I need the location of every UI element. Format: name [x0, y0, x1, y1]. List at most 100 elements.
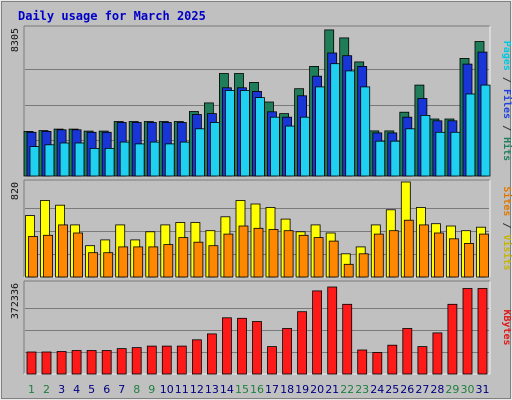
day-label: 21: [325, 383, 339, 396]
bar-kbytes-day-7: [116, 348, 127, 375]
day-label: 11: [175, 383, 189, 396]
day-label: 5: [88, 383, 95, 396]
bar-pages-day-17: [270, 116, 280, 177]
bar-kbytes-day-17: [267, 346, 277, 375]
day-label: 15: [235, 383, 249, 396]
day-label: 29: [445, 383, 459, 396]
legend-part: /: [501, 119, 512, 137]
bar-sites-day-21: [328, 240, 339, 278]
bar-pages-day-11: [179, 141, 190, 177]
bar-kbytes-day-31: [477, 288, 488, 375]
bar-kbytes-day-23: [357, 349, 368, 375]
legend-part: Sites: [501, 186, 512, 216]
day-label: 19: [295, 383, 309, 396]
bar-kbytes-day-1: [26, 351, 37, 375]
bar-sites-day-24: [373, 233, 384, 278]
legend-part: /: [501, 71, 512, 89]
bar-sites-day-20: [313, 237, 324, 278]
legend-part: Visits: [501, 235, 512, 271]
bar-sites-day-7: [118, 246, 129, 278]
day-label: 2: [43, 383, 50, 396]
bar-kbytes-day-19: [297, 311, 308, 375]
panel-visits: 820 Sites / Visits: [10, 179, 512, 278]
day-label: 1: [28, 383, 35, 396]
bar-kbytes-day-30: [462, 288, 473, 375]
legend-part: Files: [501, 89, 512, 119]
bar-sites-day-29: [448, 238, 459, 278]
bar-kbytes-day-6: [101, 350, 112, 375]
day-label: 27: [415, 383, 429, 396]
day-label: 7: [118, 383, 125, 396]
day-label: 3: [58, 383, 65, 396]
day-label: 9: [148, 383, 155, 396]
bar-kbytes-day-29: [447, 303, 458, 375]
bar-kbytes-day-22: [342, 303, 353, 375]
legend-part: /: [501, 216, 512, 234]
panel-hits: 8305 Pages / Files / Hits: [10, 25, 512, 177]
bar-kbytes-day-26: [402, 328, 413, 375]
legend-part: Hits: [501, 137, 512, 161]
bar-kbytes-day-5: [86, 350, 97, 375]
day-label: 10: [160, 383, 174, 396]
day-label: 24: [370, 383, 384, 396]
day-label: 30: [461, 383, 475, 396]
bar-kbytes-day-10: [161, 345, 172, 375]
bar-sites-day-2: [43, 234, 53, 278]
bar-kbytes-day-4: [71, 350, 82, 375]
bar-pages-day-5: [89, 147, 100, 177]
bar-sites-day-4: [73, 232, 83, 278]
panel-legend: Pages / Files / Hits: [501, 41, 512, 161]
bar-sites-day-15: [238, 225, 249, 278]
bar-pages-day-18: [285, 125, 296, 177]
bar-pages-day-14: [224, 90, 235, 177]
bar-sites-day-13: [208, 245, 219, 278]
day-label: 12: [190, 383, 204, 396]
panel-legend: Sites / Visits: [501, 186, 512, 270]
y-max-label: 372336: [10, 283, 21, 319]
bar-pages-day-27: [420, 115, 431, 177]
bar-sites-day-25: [388, 230, 399, 278]
day-label: 8: [133, 383, 140, 396]
day-label: 25: [385, 383, 399, 396]
panel-legend: KBytes: [501, 309, 512, 345]
bar-kbytes-day-3: [56, 351, 67, 375]
bar-kbytes-day-12: [191, 339, 202, 375]
bar-kbytes-day-11: [176, 345, 187, 375]
day-label: 17: [265, 383, 279, 396]
bar-pages-day-3: [59, 142, 70, 177]
bar-pages-day-26: [405, 128, 416, 177]
bar-sites-day-28: [433, 232, 444, 278]
bar-pages-day-28: [435, 131, 446, 177]
bar-sites-day-17: [268, 229, 279, 278]
day-label: 14: [220, 383, 234, 396]
bar-sites-day-23: [358, 253, 369, 278]
bar-pages-day-12: [194, 128, 205, 177]
day-label: 16: [250, 383, 264, 396]
bar-kbytes-day-27: [417, 346, 428, 375]
bar-kbytes-day-21: [327, 286, 338, 375]
bar-pages-day-16: [255, 97, 265, 177]
bar-pages-day-22: [345, 70, 356, 177]
bar-sites-day-1: [28, 236, 38, 278]
bar-pages-day-4: [74, 142, 85, 177]
bar-sites-day-27: [418, 224, 429, 278]
bar-sites-day-26: [403, 219, 414, 278]
day-label: 20: [310, 383, 324, 396]
bar-sites-day-8: [133, 246, 144, 278]
bar-kbytes-day-24: [372, 352, 383, 375]
day-label: 18: [280, 383, 294, 396]
panel-kbytes: 372336 KBytes: [10, 280, 512, 375]
bar-pages-day-25: [390, 140, 401, 177]
bar-pages-day-13: [209, 122, 220, 177]
bar-pages-day-7: [119, 141, 130, 177]
bar-pages-day-1: [29, 146, 40, 177]
bar-sites-day-10: [163, 244, 174, 278]
bar-kbytes-day-20: [312, 290, 323, 375]
day-label: 26: [400, 383, 414, 396]
day-label: 4: [73, 383, 80, 396]
bar-pages-day-6: [104, 147, 115, 177]
bar-sites-day-14: [223, 233, 234, 278]
day-label: 28: [430, 383, 444, 396]
legend-part: Pages: [501, 41, 512, 71]
bar-kbytes-day-15: [237, 317, 247, 375]
